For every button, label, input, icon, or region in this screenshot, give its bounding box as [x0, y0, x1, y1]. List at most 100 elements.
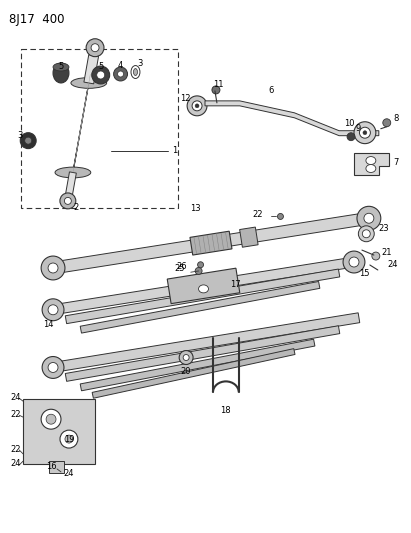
Circle shape: [195, 268, 202, 274]
Text: 26: 26: [176, 262, 187, 271]
Circle shape: [347, 133, 355, 141]
Text: 24: 24: [388, 260, 398, 269]
Ellipse shape: [366, 157, 376, 165]
Circle shape: [48, 305, 58, 315]
Circle shape: [41, 256, 65, 280]
Text: 13: 13: [190, 204, 201, 213]
Circle shape: [358, 226, 374, 242]
Polygon shape: [167, 268, 240, 304]
Polygon shape: [52, 313, 360, 373]
Polygon shape: [205, 101, 379, 136]
Bar: [21, 49, 178, 208]
Text: 8J17  400: 8J17 400: [9, 13, 65, 26]
Polygon shape: [65, 269, 340, 324]
Text: 8: 8: [394, 114, 399, 123]
Circle shape: [25, 137, 32, 144]
Circle shape: [48, 362, 58, 373]
Text: 4: 4: [118, 61, 123, 69]
Text: 3: 3: [18, 131, 23, 140]
Circle shape: [383, 119, 391, 127]
Text: 16: 16: [46, 463, 56, 472]
Text: 21: 21: [382, 247, 393, 256]
Text: 22: 22: [10, 445, 21, 454]
Polygon shape: [84, 55, 99, 84]
Ellipse shape: [131, 66, 140, 78]
Circle shape: [179, 351, 193, 365]
Circle shape: [363, 230, 370, 238]
Circle shape: [277, 214, 284, 220]
Text: 14: 14: [43, 320, 53, 329]
Polygon shape: [354, 152, 389, 175]
Text: 23: 23: [378, 224, 389, 233]
Circle shape: [91, 44, 99, 52]
Circle shape: [360, 127, 370, 138]
Circle shape: [212, 86, 220, 94]
Circle shape: [86, 39, 104, 56]
Polygon shape: [240, 227, 258, 247]
Polygon shape: [66, 172, 76, 195]
Text: 17: 17: [230, 280, 241, 289]
Circle shape: [183, 354, 189, 360]
Circle shape: [60, 430, 78, 448]
Polygon shape: [52, 257, 355, 314]
Ellipse shape: [199, 285, 208, 293]
Polygon shape: [80, 339, 315, 391]
Circle shape: [363, 131, 367, 135]
Text: 11: 11: [212, 80, 223, 90]
Text: 7: 7: [394, 158, 399, 167]
Circle shape: [118, 71, 124, 77]
Text: 20: 20: [181, 367, 192, 376]
Circle shape: [65, 197, 72, 204]
Circle shape: [48, 263, 58, 273]
Polygon shape: [65, 326, 340, 381]
Text: 3: 3: [138, 59, 143, 68]
Polygon shape: [52, 212, 370, 274]
Ellipse shape: [55, 167, 91, 178]
Text: 24: 24: [10, 459, 21, 469]
Ellipse shape: [134, 69, 137, 76]
Circle shape: [343, 251, 365, 273]
Ellipse shape: [71, 78, 107, 88]
Text: 6: 6: [269, 86, 274, 95]
Circle shape: [42, 357, 64, 378]
Text: 5: 5: [98, 61, 103, 70]
Text: 5: 5: [58, 61, 64, 70]
Polygon shape: [92, 349, 295, 398]
Polygon shape: [70, 66, 92, 190]
Circle shape: [187, 96, 207, 116]
Circle shape: [195, 104, 199, 108]
Circle shape: [349, 257, 359, 267]
Circle shape: [60, 193, 76, 209]
Circle shape: [46, 414, 56, 424]
Polygon shape: [80, 281, 320, 333]
Circle shape: [364, 213, 374, 223]
Text: 19: 19: [64, 434, 74, 443]
Ellipse shape: [53, 63, 69, 71]
Circle shape: [92, 66, 110, 84]
Circle shape: [20, 133, 36, 149]
Text: 24: 24: [64, 470, 74, 479]
Circle shape: [97, 71, 105, 79]
Text: 10: 10: [344, 119, 355, 128]
Circle shape: [198, 262, 203, 268]
Text: 22: 22: [252, 210, 263, 219]
Circle shape: [357, 206, 381, 230]
Circle shape: [41, 409, 61, 429]
Text: 22: 22: [10, 410, 21, 419]
Ellipse shape: [366, 165, 376, 173]
Circle shape: [65, 435, 73, 443]
Text: 15: 15: [359, 270, 369, 278]
Ellipse shape: [53, 63, 69, 83]
Circle shape: [113, 67, 127, 81]
Text: 9: 9: [356, 124, 361, 133]
Text: 1: 1: [172, 146, 178, 155]
Bar: [49, 461, 64, 473]
Text: 18: 18: [221, 406, 231, 415]
Text: 25: 25: [174, 264, 185, 273]
Circle shape: [42, 299, 64, 321]
Text: 12: 12: [180, 94, 190, 103]
Text: 2: 2: [73, 203, 79, 212]
Circle shape: [354, 122, 376, 144]
Bar: [23, 399, 95, 464]
Text: 24: 24: [10, 393, 21, 402]
